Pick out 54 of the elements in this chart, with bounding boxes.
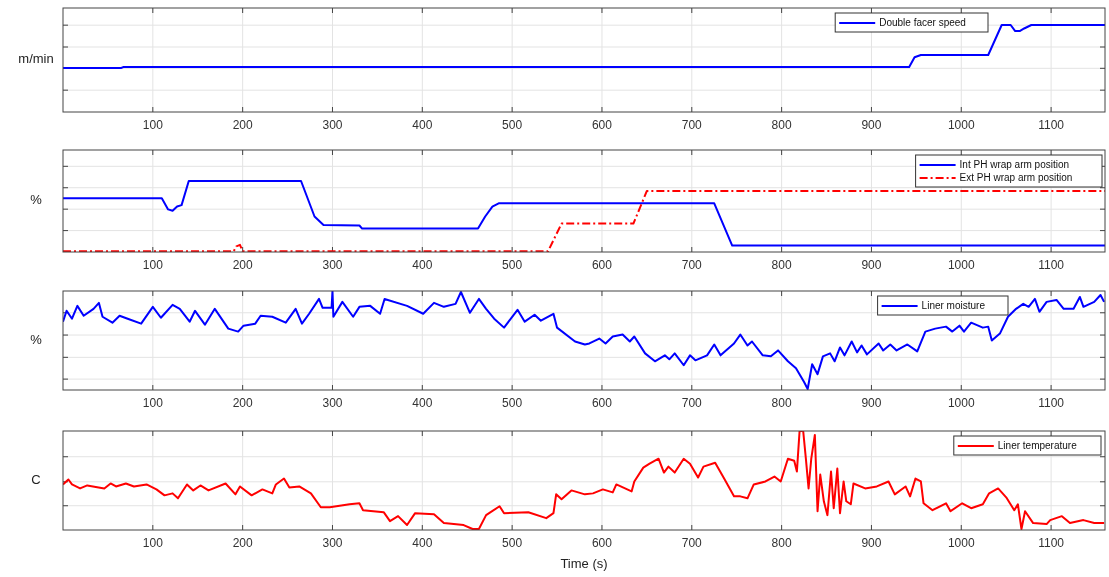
x-tick-label: 700 xyxy=(681,258,703,272)
x-tick-label: 900 xyxy=(861,536,882,550)
x-tick-label: 400 xyxy=(412,258,433,272)
x-tick-label: 1000 xyxy=(947,396,975,410)
x-tick-label: 600 xyxy=(591,118,613,132)
legend-label: Liner moisture xyxy=(921,299,986,311)
x-tick-label: 1000 xyxy=(947,118,975,132)
x-tick-label: 600 xyxy=(591,258,613,272)
x-tick-label: 600 xyxy=(591,536,613,550)
x-tick-label: 300 xyxy=(322,118,343,132)
x-tick-label: 100 xyxy=(142,396,164,410)
x-tick-label: 100 xyxy=(142,258,164,272)
x-tick-label: 700 xyxy=(681,536,703,550)
x-tick-label: 1100 xyxy=(1038,118,1065,132)
legend-label: Liner temperature xyxy=(997,439,1078,451)
y-axis-title: % xyxy=(30,331,43,347)
x-tick-label: 600 xyxy=(591,396,613,410)
x-tick-label: 700 xyxy=(681,118,703,132)
y-axis-title: % xyxy=(30,192,43,208)
x-tick-label: 200 xyxy=(232,118,253,132)
x-tick-label: 700 xyxy=(681,396,703,410)
x-tick-label: 400 xyxy=(412,536,433,550)
x-tick-label: 200 xyxy=(232,396,253,410)
x-tick-label: 500 xyxy=(502,118,523,132)
x-tick-label: 800 xyxy=(771,118,792,132)
legend-label: Int PH wrap arm position xyxy=(959,158,1070,170)
x-tick-label: 1000 xyxy=(947,258,975,272)
x-tick-label: 300 xyxy=(322,536,343,550)
x-tick-label: 500 xyxy=(502,396,523,410)
x-tick-label: 200 xyxy=(232,536,253,550)
x-tick-label: 1100 xyxy=(1038,536,1065,550)
x-tick-label: 900 xyxy=(861,396,882,410)
x-tick-label: 400 xyxy=(412,118,433,132)
x-tick-label: 100 xyxy=(142,118,164,132)
legend-label: Ext PH wrap arm position xyxy=(959,171,1073,183)
x-tick-label: 1100 xyxy=(1038,258,1065,272)
x-tick-label: 1100 xyxy=(1038,396,1065,410)
x-tick-label: 100 xyxy=(142,536,164,550)
y-axis-title: C xyxy=(31,471,41,487)
x-tick-label: 400 xyxy=(412,396,433,410)
x-tick-label: 300 xyxy=(322,258,343,272)
y-axis-title: m/min xyxy=(18,51,54,67)
x-tick-label: 900 xyxy=(861,258,882,272)
legend-label: Double facer speed xyxy=(879,16,966,28)
x-axis-title: Time (s) xyxy=(560,556,608,571)
x-tick-label: 200 xyxy=(232,258,253,272)
x-tick-label: 800 xyxy=(771,536,792,550)
x-tick-label: 500 xyxy=(502,536,523,550)
x-tick-label: 800 xyxy=(771,258,792,272)
x-tick-label: 900 xyxy=(861,118,882,132)
x-tick-label: 1000 xyxy=(947,536,975,550)
x-tick-label: 300 xyxy=(322,396,343,410)
x-tick-label: 500 xyxy=(502,258,523,272)
x-tick-label: 800 xyxy=(771,396,792,410)
